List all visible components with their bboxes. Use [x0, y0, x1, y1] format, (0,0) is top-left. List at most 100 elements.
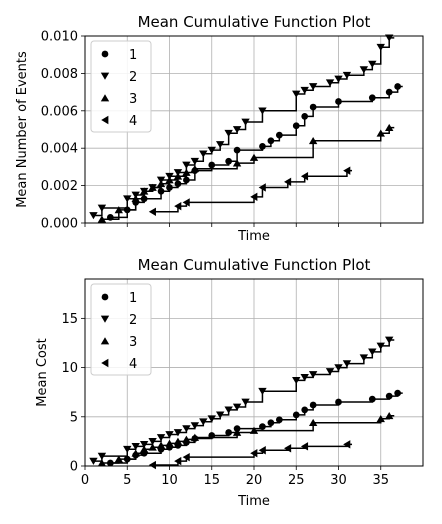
data-point	[368, 348, 377, 356]
data-point	[190, 157, 200, 166]
data-point	[174, 201, 182, 211]
data-point	[325, 79, 335, 87]
data-point	[182, 168, 191, 176]
data-point	[224, 406, 233, 414]
data-point	[325, 368, 335, 376]
data-point	[343, 166, 351, 175]
y-tick-label: 15	[61, 312, 78, 327]
y-axis-label: Mean Cost	[35, 338, 50, 406]
series-4	[148, 166, 353, 216]
data-point	[225, 157, 233, 165]
data-point	[173, 429, 183, 437]
data-point	[300, 86, 309, 95]
y-tick-label: 0.008	[41, 67, 78, 82]
legend-label: 4	[129, 357, 137, 372]
data-point	[376, 129, 385, 137]
data-point	[216, 411, 225, 419]
data-point	[208, 161, 216, 169]
data-point	[131, 194, 140, 203]
data-point	[182, 435, 191, 443]
data-point	[166, 184, 173, 191]
data-point	[359, 66, 369, 74]
data-point	[301, 113, 309, 120]
data-point	[100, 94, 110, 102]
x-tick-label: 10	[161, 473, 178, 488]
data-point	[292, 411, 300, 419]
series-4	[148, 440, 353, 470]
data-point	[232, 403, 242, 411]
data-point	[97, 459, 107, 467]
data-point	[232, 159, 242, 167]
data-point	[334, 364, 343, 372]
data-point	[224, 129, 233, 138]
data-point	[385, 392, 393, 400]
data-point	[123, 195, 132, 203]
data-point	[100, 315, 110, 323]
data-point	[165, 431, 174, 439]
legend-label: 1	[129, 291, 137, 306]
data-point	[89, 457, 98, 465]
data-point	[259, 142, 266, 150]
data-point	[376, 414, 385, 423]
data-point	[258, 387, 267, 395]
data-point	[376, 342, 385, 350]
data-point	[335, 398, 342, 406]
data-point	[97, 452, 107, 460]
x-tick-label: 20	[246, 473, 263, 488]
data-point	[139, 445, 149, 453]
data-point	[174, 456, 182, 466]
data-point	[89, 212, 98, 220]
data-point	[190, 422, 200, 430]
data-point	[250, 449, 258, 458]
data-point	[258, 107, 267, 115]
data-point	[394, 389, 402, 397]
data-point	[165, 439, 174, 447]
x-tick-label: 15	[203, 473, 220, 488]
data-point	[249, 153, 259, 161]
data-point	[216, 141, 225, 149]
data-point	[232, 126, 242, 134]
data-point	[148, 183, 157, 191]
series-line	[101, 415, 395, 464]
y-tick-label: 0.004	[41, 142, 78, 157]
y-tick-label: 0.000	[41, 217, 78, 232]
legend-item-3: 3	[100, 335, 137, 350]
data-point	[233, 146, 241, 154]
data-point	[233, 425, 241, 432]
data-point	[173, 437, 183, 445]
data-point	[148, 460, 156, 470]
data-point	[343, 440, 351, 449]
legend-item-4: 4	[101, 357, 137, 372]
chart-title: Mean Cumulative Function Plot	[138, 256, 371, 274]
data-point	[259, 423, 266, 430]
data-point	[300, 442, 309, 451]
y-tick-label: 0	[70, 460, 78, 475]
data-point	[394, 83, 402, 90]
legend-item-1: 1	[101, 291, 137, 306]
data-point	[308, 136, 318, 145]
legend-label: 3	[129, 335, 137, 350]
data-point	[131, 442, 140, 451]
data-point	[309, 103, 317, 111]
data-point	[284, 177, 292, 187]
data-point	[190, 164, 200, 173]
series-line	[101, 126, 395, 221]
x-tick-label: 25	[288, 473, 305, 488]
data-point	[301, 406, 309, 414]
data-point	[97, 204, 107, 212]
data-point	[199, 150, 208, 158]
x-axis-label: Time	[237, 494, 270, 509]
data-point	[207, 146, 216, 154]
data-point	[342, 360, 352, 368]
data-point	[232, 428, 242, 436]
legend-item-3: 3	[100, 92, 137, 107]
data-point	[258, 183, 266, 192]
data-point	[368, 60, 377, 68]
legend-label: 3	[129, 92, 137, 107]
legend-item-4: 4	[101, 114, 137, 129]
data-point	[123, 445, 132, 454]
data-point	[182, 425, 191, 433]
data-point	[376, 43, 385, 51]
data-point	[101, 358, 109, 368]
data-point	[385, 88, 393, 96]
